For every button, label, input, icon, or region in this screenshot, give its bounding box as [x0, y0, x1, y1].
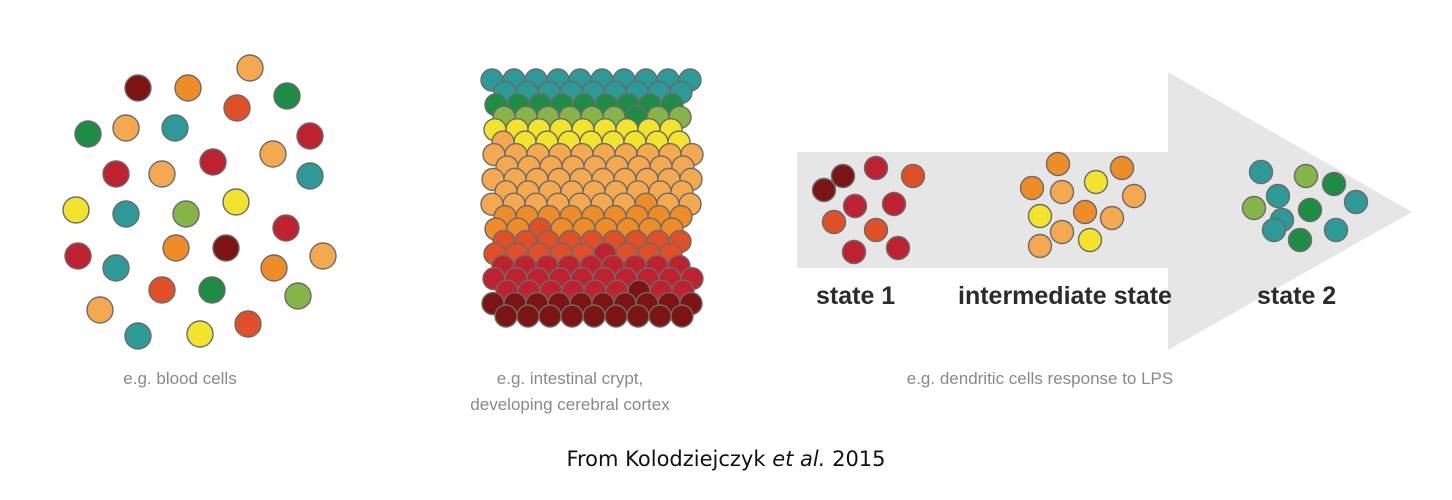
cell	[212, 234, 240, 262]
cell	[102, 160, 130, 188]
cell	[1045, 151, 1071, 177]
citation-prefix: From Kolodziejczyk	[566, 447, 773, 471]
crypt-cortex-caption: e.g. intestinal crypt, developing cerebr…	[405, 366, 735, 418]
cell	[841, 239, 867, 265]
cell	[124, 322, 152, 350]
cell	[112, 114, 140, 142]
cell	[284, 282, 312, 310]
cell	[74, 120, 102, 148]
cell	[260, 254, 288, 282]
cell	[1083, 169, 1109, 195]
crypt-caption-line2: developing cerebral cortex	[470, 395, 670, 414]
cell	[112, 200, 140, 228]
cell	[198, 276, 226, 304]
cell	[259, 140, 287, 168]
cell	[236, 54, 264, 82]
cell	[1077, 227, 1103, 253]
cell	[162, 234, 190, 262]
cell	[626, 304, 650, 328]
cell	[1343, 189, 1369, 215]
cell	[234, 310, 262, 338]
cell	[560, 304, 584, 328]
cell	[1027, 233, 1053, 259]
cell	[1049, 179, 1075, 205]
cell	[174, 74, 202, 102]
random-cell-cloud	[62, 54, 337, 350]
cell	[1248, 159, 1274, 185]
cell	[161, 114, 189, 142]
cell	[811, 177, 837, 203]
cell	[1261, 217, 1287, 243]
cell	[1049, 219, 1075, 245]
cell	[296, 122, 324, 150]
crypt-caption-line1: e.g. intestinal crypt,	[496, 369, 644, 388]
citation-etal: et al.	[772, 447, 826, 471]
intermediate-cell-cluster	[1019, 151, 1147, 259]
cell	[186, 320, 214, 348]
dendritic-caption: e.g. dendritic cells response to LPS	[906, 369, 1174, 388]
cell	[1297, 197, 1323, 223]
cell	[1019, 175, 1045, 201]
cell	[516, 304, 540, 328]
state1-cell-cluster	[811, 155, 926, 265]
cell	[648, 304, 672, 328]
cell	[604, 304, 628, 328]
state2-cell-cluster	[1241, 159, 1369, 253]
citation: From Kolodziejczyk et al. 2015	[0, 447, 1452, 471]
state-2-label: state 2	[1257, 282, 1337, 310]
cell	[863, 217, 889, 243]
cell	[273, 82, 301, 110]
citation-year: 2015	[825, 447, 886, 471]
cell	[842, 193, 868, 219]
cell	[821, 209, 847, 235]
cell	[124, 74, 152, 102]
cell	[1293, 163, 1319, 189]
cell	[1109, 155, 1135, 181]
cell	[494, 304, 518, 328]
cell	[86, 296, 114, 324]
cell	[863, 155, 889, 181]
cell	[199, 148, 227, 176]
cell	[900, 163, 926, 189]
cell	[1323, 217, 1349, 243]
cell	[1099, 205, 1125, 231]
cell	[148, 160, 176, 188]
cell	[223, 94, 251, 122]
cell	[222, 188, 250, 216]
cell	[309, 242, 337, 270]
cell	[1072, 199, 1098, 225]
cell	[1241, 195, 1267, 221]
cell	[1265, 183, 1291, 209]
cell	[1121, 183, 1147, 209]
cell	[64, 242, 92, 270]
cell	[881, 191, 907, 217]
cell	[296, 162, 324, 190]
cell	[172, 200, 200, 228]
cell	[102, 254, 130, 282]
cell	[1027, 203, 1053, 229]
intermediate-state-label: intermediate state	[958, 282, 1172, 310]
cell	[62, 196, 90, 224]
gradient-cell-block	[480, 68, 704, 328]
blood-cells-caption: e.g. blood cells	[123, 369, 237, 388]
cell	[272, 214, 300, 242]
cell	[830, 163, 856, 189]
cell	[885, 235, 911, 261]
state-1-label: state 1	[816, 282, 896, 310]
cell	[148, 276, 176, 304]
cell	[538, 304, 562, 328]
cell	[1321, 171, 1347, 197]
cell	[582, 304, 606, 328]
cell	[670, 304, 694, 328]
cell	[1287, 227, 1313, 253]
